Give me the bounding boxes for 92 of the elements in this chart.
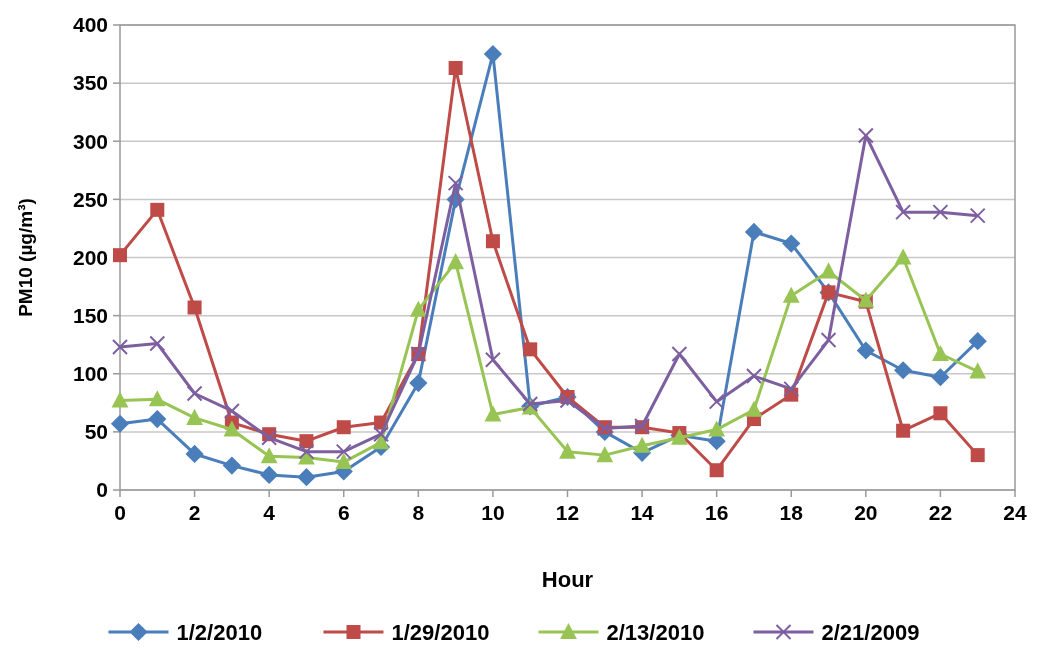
x-tick-label: 22 <box>928 501 953 524</box>
point <box>709 463 724 478</box>
y-tick-label: 250 <box>72 187 108 211</box>
point <box>260 465 279 484</box>
point <box>782 286 800 303</box>
point <box>150 202 165 217</box>
point <box>744 222 764 242</box>
legend-label: 1/2/2010 <box>176 619 263 645</box>
x-tick-label: 10 <box>481 501 505 524</box>
point <box>447 175 464 192</box>
y-axis-title: PM10 (µg/m³) <box>15 198 36 317</box>
point <box>448 61 463 76</box>
point <box>596 446 614 463</box>
point <box>969 362 987 379</box>
point <box>896 423 911 438</box>
x-tick-label: 18 <box>779 501 804 524</box>
point <box>931 368 950 387</box>
point <box>820 262 837 279</box>
x-tick-label: 16 <box>704 501 729 524</box>
x-tick-label: 14 <box>630 501 655 524</box>
point <box>745 368 762 385</box>
x-tick-label: 2 <box>188 501 201 524</box>
y-tick-label: 300 <box>72 129 108 153</box>
point <box>260 447 278 464</box>
y-tick-label: 50 <box>84 420 108 444</box>
point <box>970 448 985 463</box>
point <box>186 385 203 402</box>
x-tick-label: 24 <box>1003 501 1027 524</box>
point <box>223 420 241 437</box>
x-tick-label: 4 <box>263 501 276 524</box>
point <box>633 436 651 453</box>
point <box>671 345 688 362</box>
point <box>932 344 949 361</box>
point <box>187 300 202 315</box>
point <box>409 300 427 317</box>
legend-label: 1/29/2010 <box>391 619 490 645</box>
point <box>335 453 353 470</box>
point <box>894 248 912 265</box>
point <box>932 204 949 221</box>
point <box>745 400 763 417</box>
point <box>297 468 316 487</box>
point <box>968 332 987 351</box>
point <box>933 406 948 421</box>
y-tick-label: 200 <box>72 245 108 269</box>
point <box>298 443 315 460</box>
point <box>856 341 875 360</box>
y-tick-label: 0 <box>96 478 108 502</box>
point <box>969 207 986 224</box>
point <box>484 351 501 368</box>
point <box>820 332 837 349</box>
x-tick-label: 0 <box>114 501 126 524</box>
point <box>894 361 913 380</box>
point <box>112 339 128 356</box>
point <box>261 429 278 446</box>
point <box>336 420 351 435</box>
point <box>223 402 240 419</box>
y-tick-label: 150 <box>72 303 108 327</box>
point <box>523 342 538 357</box>
legend-label: 2/21/2009 <box>821 619 920 645</box>
point <box>857 127 874 144</box>
point <box>409 373 428 393</box>
point <box>559 392 576 409</box>
point <box>484 405 502 422</box>
x-tick-label: 12 <box>555 501 580 524</box>
point <box>483 44 503 64</box>
point <box>186 408 203 425</box>
point <box>111 391 129 408</box>
point <box>447 253 465 270</box>
x-tick-label: 8 <box>412 501 425 524</box>
y-tick-label: 350 <box>72 71 108 95</box>
x-tick-label: 6 <box>337 501 350 524</box>
point <box>783 380 800 397</box>
point <box>185 444 204 464</box>
point <box>708 420 726 437</box>
point <box>485 234 500 249</box>
point <box>373 426 390 443</box>
x-axis-title: Hour <box>541 567 594 592</box>
y-tick-label: 400 <box>72 13 108 37</box>
x-tick-label: 20 <box>854 501 878 524</box>
point <box>110 414 130 433</box>
point <box>113 248 127 263</box>
point <box>222 456 241 475</box>
point <box>148 409 167 429</box>
point <box>782 234 801 253</box>
point <box>149 335 166 352</box>
y-tick-label: 100 <box>72 362 108 386</box>
point <box>148 390 166 407</box>
point <box>708 393 725 410</box>
legend-label: 2/13/2010 <box>606 619 705 645</box>
point <box>559 442 576 459</box>
point <box>335 443 352 460</box>
point <box>895 204 912 221</box>
